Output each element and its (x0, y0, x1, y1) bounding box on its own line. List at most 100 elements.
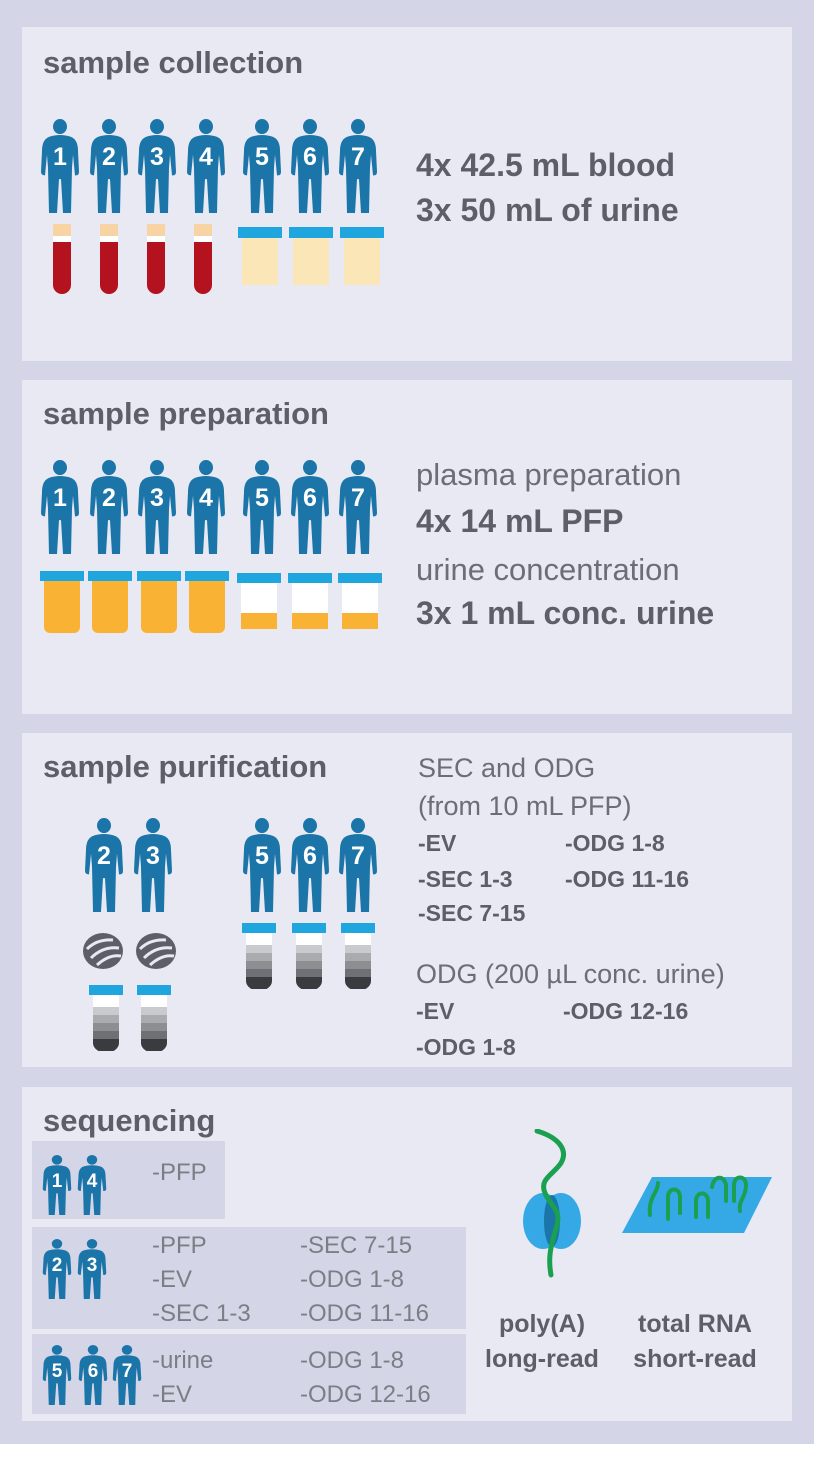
person-number: 3 (150, 143, 164, 171)
person-icon: 4 (77, 1155, 107, 1215)
plasma-container (137, 571, 181, 637)
plasma-prep-label: plasma preparation (416, 457, 682, 492)
person-icon: 3 (137, 460, 177, 554)
person-icon: 1 (40, 460, 80, 554)
nanopore-icon (517, 1129, 587, 1279)
person-icon: 6 (290, 818, 330, 912)
person-number: 6 (87, 1361, 99, 1382)
person-icon: 7 (338, 119, 378, 213)
seq-sample: -ODG 1-8 (300, 1347, 405, 1374)
person-number: 5 (255, 143, 269, 171)
urine-container (238, 227, 282, 285)
conc-urine-container (237, 573, 281, 629)
sec-fraction: -SEC 7-15 (418, 900, 526, 926)
sec-column-icon (136, 932, 176, 970)
seq-group-2 (32, 1227, 466, 1329)
person-icon: 1 (40, 119, 80, 213)
collection-title: sample collection (43, 45, 304, 80)
person-number: 5 (51, 1361, 63, 1382)
person-number: 1 (51, 1171, 63, 1192)
seq-sample: -PFP (152, 1159, 207, 1186)
longread-label-line2: long-read (485, 1345, 599, 1373)
blood-tube (100, 224, 118, 294)
person-icon: 7 (338, 460, 378, 554)
person-number: 7 (121, 1361, 133, 1382)
conc-urine-container (288, 573, 332, 629)
person-number: 1 (53, 143, 67, 171)
person-icon: 3 (133, 818, 173, 912)
plasma-prep-value: 4x 14 mL PFP (416, 503, 624, 539)
seq-sample: -SEC 1-3 (152, 1300, 251, 1327)
sec-fraction: -EV (418, 830, 457, 856)
person-number: 1 (53, 484, 67, 512)
person-number: 7 (351, 484, 365, 512)
person-number: 3 (86, 1255, 98, 1276)
sequencing-panel: sequencing -PFP -PFP -EV -SEC 1-3 -SEC 7… (22, 1087, 792, 1421)
seq-sample: -ODG 1-8 (300, 1266, 405, 1293)
person-number: 4 (199, 484, 213, 512)
seq-sample: -EV (152, 1381, 193, 1408)
person-icon: 2 (89, 460, 129, 554)
urine-container (289, 227, 333, 285)
person-icon: 5 (42, 1345, 72, 1405)
collection-panel: sample collection 4x 42.5 mL blood 3x 50… (22, 27, 792, 361)
odg-tube-icon (292, 923, 326, 989)
person-number: 2 (51, 1255, 63, 1276)
shortread-label-line2: short-read (633, 1345, 757, 1373)
blood-tube (53, 224, 71, 294)
odg-tube-icon (242, 923, 276, 989)
seq-sample: -ODG 11-16 (300, 1300, 429, 1327)
longread-label-line1: poly(A) (498, 1310, 586, 1338)
purification-title: sample purification (43, 749, 328, 784)
shortread-label-line1: total RNA (638, 1310, 752, 1338)
urine-volume-text: 3x 50 mL of urine (416, 192, 679, 228)
person-icon: 6 (290, 119, 330, 213)
person-number: 5 (255, 842, 269, 870)
sequencing-title: sequencing (43, 1103, 216, 1138)
urine-conc-value: 3x 1 mL conc. urine (416, 595, 715, 631)
sec-odg-title: SEC and ODG (418, 753, 596, 783)
plasma-container (88, 571, 132, 637)
urine-container (340, 227, 384, 285)
person-number: 6 (303, 484, 317, 512)
person-icon: 7 (112, 1345, 142, 1405)
sec-odg-source: (from 10 mL PFP) (418, 791, 632, 821)
person-icon: 2 (42, 1239, 72, 1299)
person-icon: 3 (137, 119, 177, 213)
preparation-panel: sample preparation plasma preparation 4x… (22, 380, 792, 714)
blood-volume-text: 4x 42.5 mL blood (416, 147, 676, 183)
person-icon: 5 (242, 818, 282, 912)
odg-tube-icon (89, 985, 123, 1051)
person-number: 4 (86, 1171, 98, 1192)
person-icon: 7 (338, 818, 378, 912)
odg-tube-icon (341, 923, 375, 989)
seq-sample: -EV (152, 1266, 193, 1293)
person-icon: 6 (78, 1345, 108, 1405)
seq-sample: -SEC 7-15 (300, 1232, 413, 1259)
urine-conc-label: urine concentration (416, 552, 680, 587)
preparation-title: sample preparation (43, 396, 329, 431)
odg-urine-title: ODG (200 µL conc. urine) (416, 959, 725, 989)
person-number: 2 (102, 484, 116, 512)
person-number: 5 (255, 484, 269, 512)
person-icon: 3 (77, 1239, 107, 1299)
odg-fraction: -ODG 1-8 (565, 830, 665, 856)
conc-urine-container (338, 573, 382, 629)
person-icon: 6 (290, 460, 330, 554)
plasma-container (40, 571, 84, 637)
person-number: 2 (97, 842, 111, 870)
seq-sample: -ODG 12-16 (300, 1381, 431, 1408)
flowcell-icon (622, 1157, 772, 1237)
person-icon: 5 (242, 460, 282, 554)
sec-fraction: -SEC 1-3 (418, 866, 513, 892)
person-icon: 1 (42, 1155, 72, 1215)
person-icon: 5 (242, 119, 282, 213)
odg-urine-fraction: -EV (416, 998, 455, 1024)
person-number: 2 (102, 143, 116, 171)
person-number: 4 (199, 143, 213, 171)
person-icon: 2 (84, 818, 124, 912)
person-number: 6 (303, 842, 317, 870)
person-number: 3 (150, 484, 164, 512)
blood-tube (147, 224, 165, 294)
seq-sample: -PFP (152, 1232, 207, 1259)
